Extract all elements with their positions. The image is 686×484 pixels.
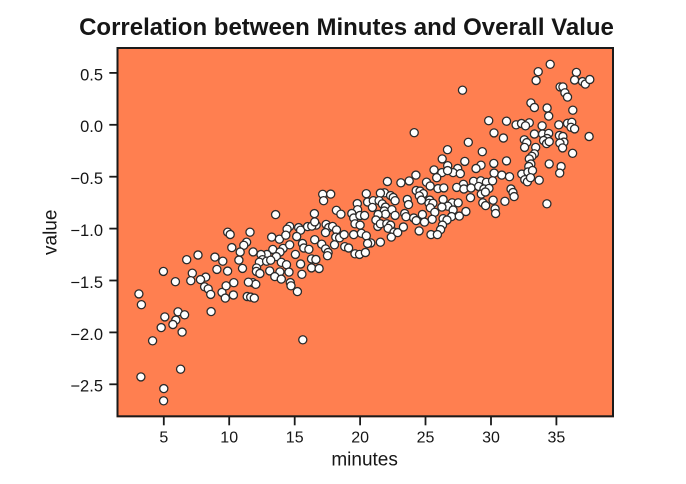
svg-text:35: 35 xyxy=(548,430,566,447)
svg-text:30: 30 xyxy=(482,430,500,447)
svg-text:5: 5 xyxy=(159,430,168,447)
svg-text:−1.5: −1.5 xyxy=(70,274,103,292)
svg-text:25: 25 xyxy=(417,430,435,447)
svg-text:Correlation between Minutes an: Correlation between Minutes and Overall … xyxy=(79,14,614,41)
svg-text:−2.0: −2.0 xyxy=(70,326,103,344)
svg-text:−0.5: −0.5 xyxy=(70,170,103,188)
svg-text:minutes: minutes xyxy=(331,449,398,470)
svg-text:−1.0: −1.0 xyxy=(70,222,103,240)
svg-text:10: 10 xyxy=(220,430,238,447)
svg-text:15: 15 xyxy=(286,430,304,447)
svg-text:−2.5: −2.5 xyxy=(70,378,103,396)
svg-text:0.5: 0.5 xyxy=(80,66,103,84)
svg-text:value: value xyxy=(41,210,62,255)
svg-text:0.0: 0.0 xyxy=(80,118,103,136)
svg-text:20: 20 xyxy=(351,430,369,447)
